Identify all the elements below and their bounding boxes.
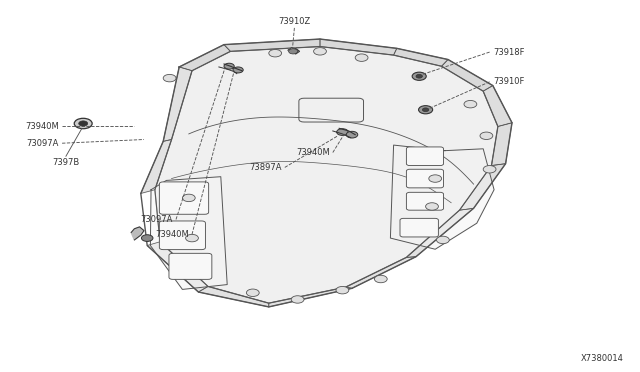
Text: 73097A: 73097A (140, 215, 173, 224)
Polygon shape (346, 257, 416, 288)
Polygon shape (288, 48, 300, 54)
Circle shape (141, 235, 153, 241)
Circle shape (337, 129, 348, 135)
FancyBboxPatch shape (169, 253, 212, 279)
Circle shape (346, 131, 358, 138)
Polygon shape (150, 177, 227, 289)
Circle shape (436, 236, 449, 244)
Polygon shape (390, 145, 494, 249)
Polygon shape (394, 48, 448, 66)
Text: 7397B: 7397B (52, 158, 79, 167)
Circle shape (291, 296, 304, 303)
Circle shape (233, 67, 243, 73)
FancyBboxPatch shape (406, 192, 444, 210)
Text: 73940M: 73940M (155, 230, 189, 239)
Circle shape (336, 286, 349, 294)
Polygon shape (179, 45, 230, 71)
Polygon shape (141, 140, 172, 193)
Text: 73897A: 73897A (249, 163, 282, 172)
Polygon shape (320, 39, 397, 55)
Circle shape (422, 108, 429, 112)
Circle shape (186, 234, 198, 242)
Circle shape (464, 100, 477, 108)
Circle shape (429, 175, 442, 182)
FancyBboxPatch shape (406, 147, 444, 166)
Polygon shape (198, 286, 269, 307)
Polygon shape (224, 39, 320, 51)
Circle shape (314, 48, 326, 55)
Text: 73097A: 73097A (26, 139, 59, 148)
FancyBboxPatch shape (159, 182, 209, 214)
FancyBboxPatch shape (159, 221, 205, 250)
Circle shape (224, 63, 234, 69)
Polygon shape (163, 67, 192, 141)
Polygon shape (147, 242, 208, 292)
Polygon shape (460, 164, 506, 210)
Circle shape (426, 203, 438, 210)
Text: X7380014: X7380014 (581, 354, 624, 363)
Text: 73910F: 73910F (493, 77, 524, 86)
Circle shape (412, 72, 426, 80)
Circle shape (163, 74, 176, 82)
Circle shape (269, 49, 282, 57)
Polygon shape (492, 123, 512, 166)
Circle shape (289, 49, 298, 54)
Circle shape (74, 118, 92, 129)
Circle shape (374, 275, 387, 283)
Circle shape (246, 289, 259, 296)
Polygon shape (269, 287, 352, 307)
Circle shape (416, 74, 422, 78)
Circle shape (182, 194, 195, 202)
Circle shape (483, 166, 496, 173)
Polygon shape (406, 208, 474, 257)
Circle shape (355, 54, 368, 61)
Text: 73940M: 73940M (25, 122, 59, 131)
Text: 73918F: 73918F (493, 48, 524, 57)
Text: 73940M: 73940M (296, 148, 330, 157)
Circle shape (79, 121, 88, 126)
Polygon shape (483, 86, 512, 126)
Circle shape (419, 106, 433, 114)
FancyBboxPatch shape (400, 218, 438, 237)
FancyBboxPatch shape (406, 169, 444, 188)
Polygon shape (155, 46, 498, 303)
Polygon shape (442, 60, 493, 91)
Polygon shape (131, 227, 144, 240)
Text: 73910Z: 73910Z (278, 17, 310, 26)
Circle shape (480, 132, 493, 140)
